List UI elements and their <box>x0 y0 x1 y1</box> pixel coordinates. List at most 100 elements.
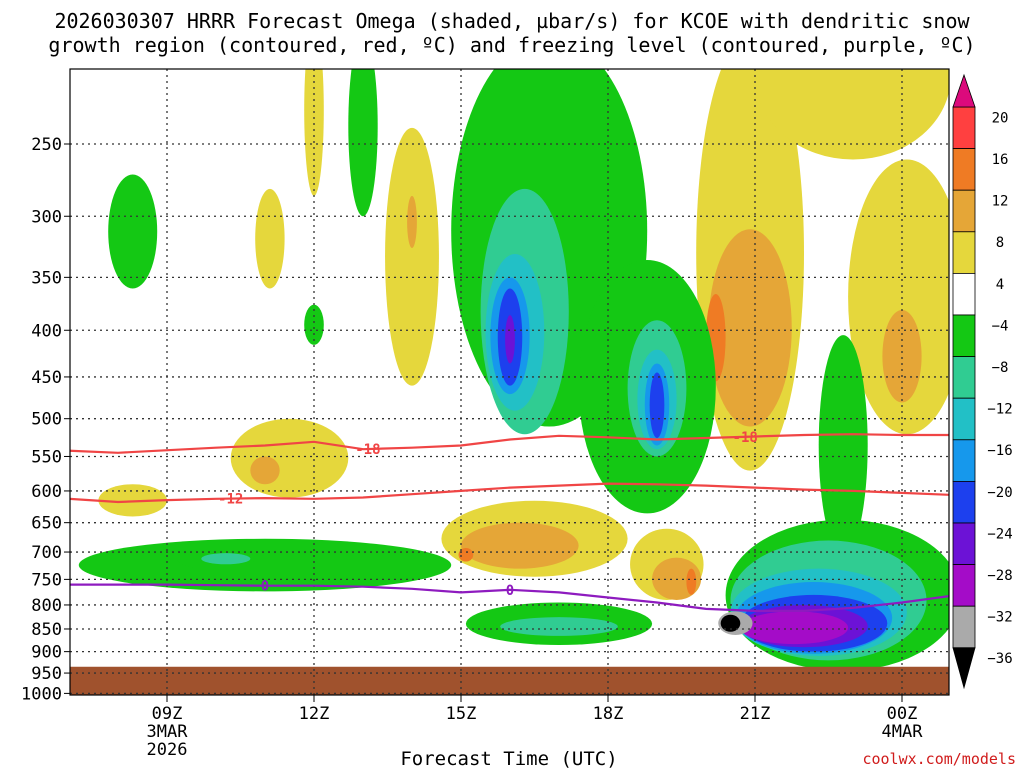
x-tick-sub2-09Z: 2026 <box>147 740 188 760</box>
y-tick-label-250: 250 <box>31 135 62 155</box>
colorbar-box-6 <box>952 356 976 399</box>
omega-region-47 <box>720 614 741 632</box>
omega-region-12 <box>686 568 697 595</box>
y-tick-label-400: 400 <box>31 321 62 341</box>
omega-region-14 <box>708 229 792 427</box>
ground <box>70 666 949 695</box>
colorbar-box-0 <box>952 106 976 149</box>
colorbar-box-8 <box>952 439 976 482</box>
plot-frame <box>69 68 950 696</box>
colorbar-box-4 <box>952 272 976 316</box>
grid <box>70 69 949 695</box>
contour-label-dgz-lower-0: -12 <box>218 492 243 508</box>
omega-region-9 <box>458 548 474 562</box>
omega-region-3 <box>407 195 417 248</box>
colorbar-box-12 <box>952 605 976 649</box>
y-tick-label-500: 500 <box>31 410 62 430</box>
colorbar-box-3 <box>952 231 976 274</box>
omega-region-24 <box>201 553 251 565</box>
colorbar-bottom-arrow <box>952 647 976 690</box>
y-tick-label-350: 350 <box>31 268 62 288</box>
plot-area: -18 -18 -12 0 0 <box>70 69 949 695</box>
y-tick-label-800: 800 <box>31 596 62 616</box>
colorbar-box-1 <box>952 148 976 191</box>
x-tick-label-00Z: 00Z <box>887 704 918 724</box>
x-tick-label-09Z: 09Z <box>152 704 183 724</box>
omega-region-35 <box>649 372 665 439</box>
omega-region-31 <box>505 315 515 364</box>
x-tick-label-15Z: 15Z <box>446 704 477 724</box>
omega-region-37 <box>500 617 618 636</box>
omega-region-1 <box>255 188 285 289</box>
y-tick-label-550: 550 <box>31 447 62 467</box>
y-tick-label-650: 650 <box>31 514 62 534</box>
colorbar-label-11: −28 <box>987 568 1012 584</box>
y-tick-label-950: 950 <box>31 664 62 684</box>
contour-dgz-upper <box>70 433 949 454</box>
x-tick-label-21Z: 21Z <box>740 704 771 724</box>
omega-shading <box>78 69 949 671</box>
colorbar-label-8: −16 <box>987 443 1012 459</box>
y-tick-label-750: 750 <box>31 570 62 590</box>
contour-label-freezing-level-0: 0 <box>261 579 269 595</box>
y-tick-label-300: 300 <box>31 207 62 227</box>
colorbar-label-5: −4 <box>992 318 1009 334</box>
y-axis: 250 300 350 400 450 500 550 600 650 700 750 800 850 9… <box>21 135 70 704</box>
omega-region-2 <box>385 127 439 386</box>
contour-dgz-lower <box>70 482 949 504</box>
y-tick-label-850: 850 <box>31 620 62 640</box>
colorbar-box-2 <box>952 189 976 233</box>
colorbar-label-1: 16 <box>992 152 1009 168</box>
x-tick-label-18Z: 18Z <box>593 704 624 724</box>
colorbar-box-9 <box>952 480 976 524</box>
contours: -18 -18 -12 0 0 <box>70 430 949 612</box>
colorbar-box-5 <box>952 314 976 357</box>
x-tick-sub-00Z: 4MAR <box>882 722 924 742</box>
x-tick-sub-09Z: 3MAR <box>147 722 189 742</box>
ground-fill <box>70 666 949 695</box>
omega-region-19 <box>108 174 158 289</box>
colorbar-label-2: 12 <box>992 194 1009 210</box>
x-axis-title: Forecast Time (UTC) <box>400 748 617 768</box>
contour-label-dgz-upper-0: -18 <box>355 442 380 458</box>
colorbar-label-3: 8 <box>996 235 1004 251</box>
omega-region-16 <box>848 159 949 435</box>
colorbar-label-4: 4 <box>996 277 1004 293</box>
colorbar-label-0: 20 <box>992 110 1009 126</box>
colorbar-box-10 <box>952 522 976 565</box>
colorbar-label-7: −12 <box>987 402 1012 418</box>
omega-region-8 <box>461 522 579 569</box>
y-tick-label-600: 600 <box>31 482 62 502</box>
x-tick-label-12Z: 12Z <box>299 704 330 724</box>
chart-title-line2: growth region (contoured, red, ºC) and f… <box>48 33 975 57</box>
contour-label-freezing-level-1: 0 <box>506 583 514 599</box>
y-tick-label-1000: 1000 <box>21 684 62 704</box>
contour-freezing-level <box>70 583 949 612</box>
omega-region-20 <box>304 304 324 345</box>
colorbar-label-12: −32 <box>987 610 1012 626</box>
colorbar-label-9: −20 <box>987 485 1012 501</box>
omega-region-0 <box>304 69 324 196</box>
colorbar-label-10: −24 <box>987 526 1012 542</box>
omega-region-4 <box>230 418 349 498</box>
colorbar-label-13: −36 <box>987 651 1012 667</box>
colorbar-label-6: −8 <box>992 360 1009 376</box>
contour-label-dgz-upper-1: -18 <box>733 430 758 446</box>
y-tick-label-900: 900 <box>31 643 62 663</box>
y-tick-label-450: 450 <box>31 368 62 388</box>
omega-region-18 <box>755 69 949 160</box>
omega-region-5 <box>250 456 280 485</box>
omega-region-39 <box>818 335 868 555</box>
y-tick-label-700: 700 <box>31 543 62 563</box>
omega-region-17 <box>882 309 922 403</box>
colorbar: 20 16 12 8 4 −4 −8 −12 −16 −20 −24 −28 −32 −36 <box>952 73 1013 690</box>
chart-title-line1: 2026030307 HRRR Forecast Omega (shaded, … <box>54 9 970 33</box>
omega-region-21 <box>348 69 378 217</box>
colorbar-top-arrow <box>952 73 976 108</box>
credit-text: coolwx.com/models <box>862 750 1016 768</box>
colorbar-box-11 <box>952 564 976 607</box>
colorbar-box-7 <box>952 397 976 441</box>
omega-region-45 <box>740 611 849 645</box>
